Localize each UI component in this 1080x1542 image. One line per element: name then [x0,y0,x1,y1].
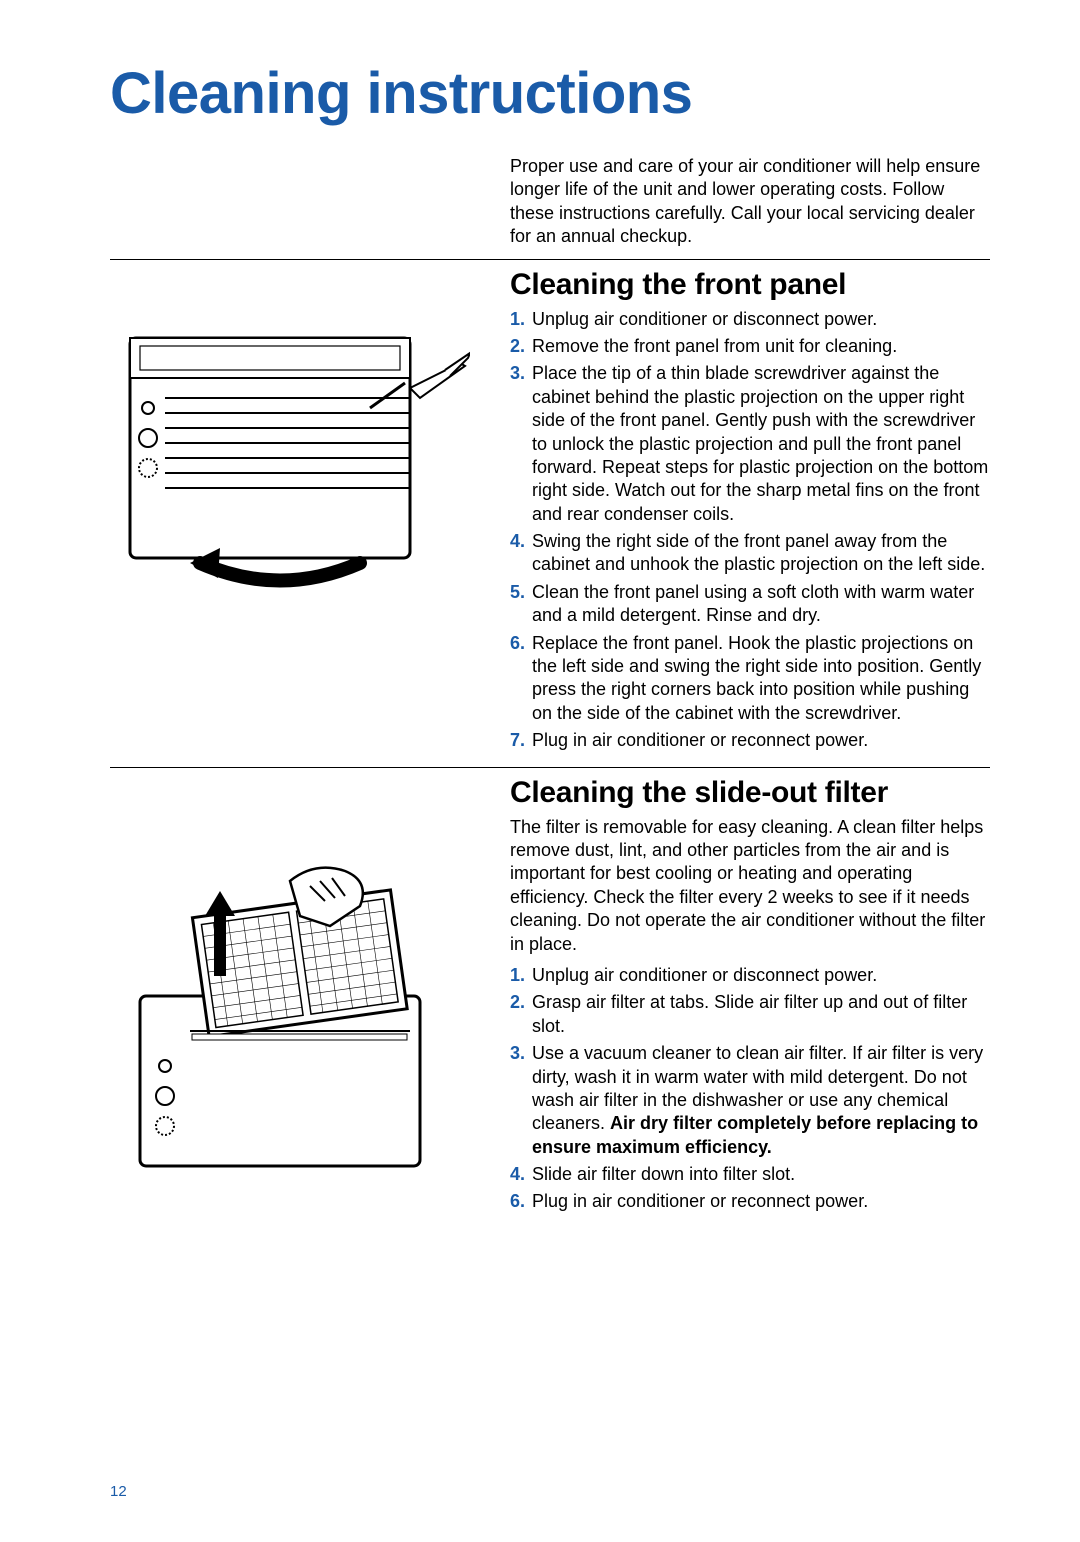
step-text: Replace the front panel. Hook the plasti… [532,632,990,726]
section-filter: Cleaning the slide-out filter The filter… [110,776,990,1218]
step-number: 6. [510,632,532,726]
list-item: 6.Replace the front panel. Hook the plas… [510,632,990,726]
list-item: 2.Grasp air filter at tabs. Slide air fi… [510,991,990,1038]
front-panel-steps: 1.Unplug air conditioner or disconnect p… [510,308,990,753]
list-item: 6.Plug in air conditioner or reconnect p… [510,1190,990,1213]
step-number: 4. [510,1163,532,1186]
page-number: 12 [110,1483,127,1500]
step-text: Plug in air conditioner or reconnect pow… [532,729,990,752]
list-item: 4.Swing the right side of the front pane… [510,530,990,577]
page-title: Cleaning instructions [110,60,990,127]
list-item: 3.Use a vacuum cleaner to clean air filt… [510,1042,990,1159]
step-text: Unplug air conditioner or disconnect pow… [532,308,990,331]
front-panel-illustration [110,308,470,608]
step-text: Remove the front panel from unit for cle… [532,335,990,358]
filter-illustration [110,856,470,1186]
step-number: 1. [510,964,532,987]
step-number: 3. [510,1042,532,1159]
section-heading-filter: Cleaning the slide-out filter [510,776,990,810]
step-number: 2. [510,335,532,358]
step-number: 2. [510,991,532,1038]
step-text: Use a vacuum cleaner to clean air filter… [532,1042,990,1159]
step-text: Clean the front panel using a soft cloth… [532,581,990,628]
list-item: 4.Slide air filter down into filter slot… [510,1163,990,1186]
step-number: 6. [510,1190,532,1213]
step-number: 3. [510,362,532,526]
list-item: 3.Place the tip of a thin blade screwdri… [510,362,990,526]
list-item: 1.Unplug air conditioner or disconnect p… [510,964,990,987]
section-divider [110,259,990,260]
step-number: 1. [510,308,532,331]
section-divider [110,767,990,768]
list-item: 2.Remove the front panel from unit for c… [510,335,990,358]
step-text: Plug in air conditioner or reconnect pow… [532,1190,990,1213]
step-number: 5. [510,581,532,628]
step-text: Place the tip of a thin blade screwdrive… [532,362,990,526]
step-text: Swing the right side of the front panel … [532,530,990,577]
filter-intro: The filter is removable for easy cleanin… [510,816,990,956]
intro-row: Proper use and care of your air conditio… [110,155,990,249]
step-text: Unplug air conditioner or disconnect pow… [532,964,990,987]
section-front-panel: Cleaning the front panel 1.Unplug air co… [110,268,990,757]
intro-text: Proper use and care of your air conditio… [510,155,990,249]
step-text: Grasp air filter at tabs. Slide air filt… [532,991,990,1038]
list-item: 7.Plug in air conditioner or reconnect p… [510,729,990,752]
section-heading-front-panel: Cleaning the front panel [510,268,990,302]
list-item: 1.Unplug air conditioner or disconnect p… [510,308,990,331]
filter-steps: 1.Unplug air conditioner or disconnect p… [510,964,990,1214]
step-text: Slide air filter down into filter slot. [532,1163,990,1186]
step-number: 7. [510,729,532,752]
list-item: 5.Clean the front panel using a soft clo… [510,581,990,628]
step-number: 4. [510,530,532,577]
